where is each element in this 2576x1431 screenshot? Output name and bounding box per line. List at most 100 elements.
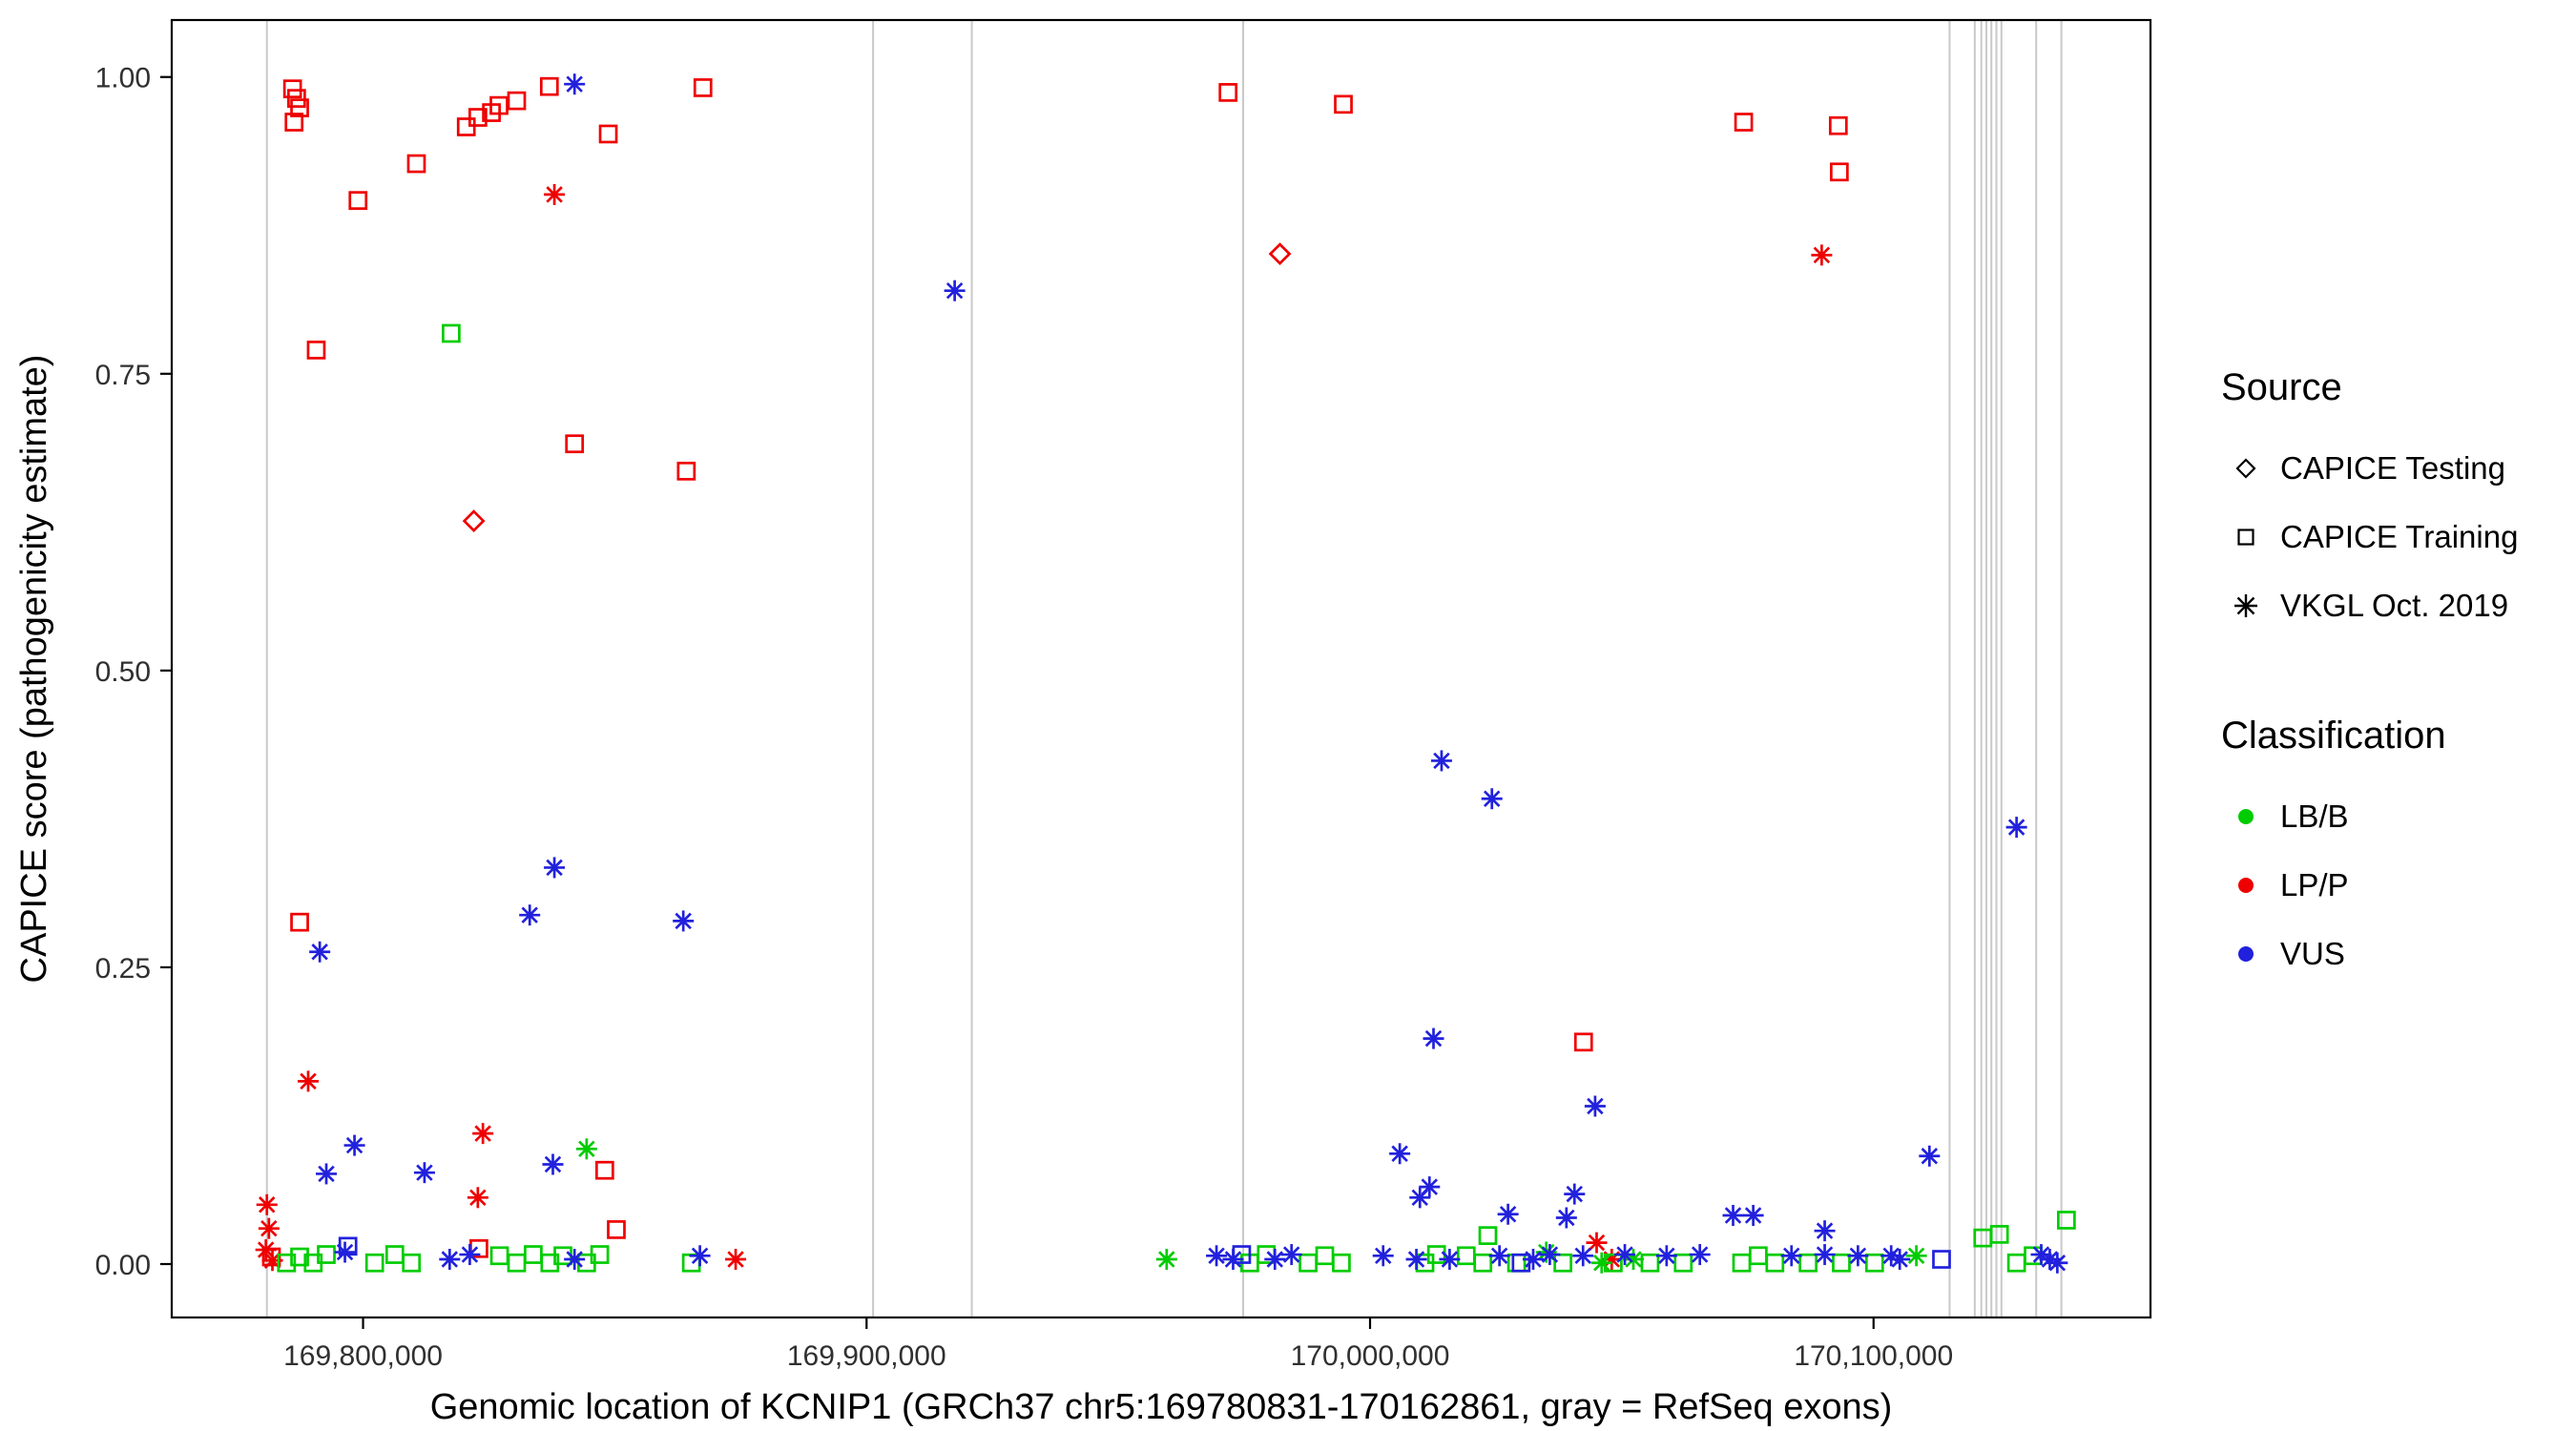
data-point xyxy=(406,154,426,174)
legend-title-classification: Classification xyxy=(2221,715,2446,757)
data-point xyxy=(1742,1204,1764,1226)
data-point xyxy=(442,323,461,343)
data-point xyxy=(1439,1249,1461,1271)
data-point xyxy=(725,1249,747,1271)
refseq-exon-lines xyxy=(265,20,2063,1317)
data-point xyxy=(590,1245,610,1264)
data-point xyxy=(467,1187,488,1209)
asterisk-icon xyxy=(2234,594,2257,617)
data-point xyxy=(2057,1211,2076,1230)
data-point xyxy=(489,95,509,115)
data-point xyxy=(1847,1245,1869,1267)
data-point xyxy=(519,904,541,926)
data-point xyxy=(1586,1232,1608,1254)
data-point xyxy=(343,1134,365,1156)
data-point xyxy=(261,1250,283,1272)
data-point xyxy=(1389,1143,1411,1165)
data-point xyxy=(489,1246,509,1266)
data-point xyxy=(1749,1246,1768,1266)
data-point xyxy=(287,89,306,108)
data-point xyxy=(309,941,331,963)
data-point xyxy=(258,1217,280,1239)
data-point xyxy=(462,509,486,532)
legend-item-capice-testing: CAPICE Testing xyxy=(2221,434,2565,503)
data-point xyxy=(1334,94,1353,114)
data-point xyxy=(459,1244,481,1266)
data-point xyxy=(334,1241,356,1263)
square-icon xyxy=(2237,529,2254,546)
y-tick-label: 0.75 xyxy=(95,360,151,391)
data-point xyxy=(575,1138,597,1160)
legend-item-label: LP/P xyxy=(2280,867,2349,902)
data-point xyxy=(544,857,566,879)
data-point xyxy=(338,1236,358,1256)
data-point xyxy=(1409,1187,1431,1209)
y-axis-title: CAPICE score (pathogenicity estimate) xyxy=(14,355,54,984)
data-point xyxy=(1332,1253,1351,1273)
data-point xyxy=(1564,1183,1586,1205)
data-point xyxy=(306,341,326,360)
data-point xyxy=(348,191,368,210)
data-point xyxy=(1232,1245,1252,1264)
data-point xyxy=(1722,1204,1744,1226)
axes: 169,800,000 169,900,000 170,000,000 170,100… xyxy=(95,18,2152,1372)
data-point xyxy=(1555,1207,1577,1229)
data-point xyxy=(1522,1249,1544,1271)
data-point xyxy=(364,1253,384,1273)
data-point xyxy=(298,1070,320,1092)
y-tick-label: 0.50 xyxy=(95,656,151,688)
data-point xyxy=(944,280,966,301)
data-point xyxy=(598,124,618,144)
data-point xyxy=(1473,1253,1493,1273)
data-point xyxy=(402,1253,422,1273)
data-point xyxy=(1780,1245,1802,1267)
data-points xyxy=(255,73,2076,1274)
data-point xyxy=(290,98,309,117)
data-point xyxy=(1640,1253,1660,1273)
data-point xyxy=(1539,1244,1561,1266)
legend-group-classification: Classification LB/B LP/P VUS xyxy=(2221,715,2565,988)
legend-item-label: VKGL Oct. 2019 xyxy=(2280,588,2509,623)
data-point xyxy=(607,1220,626,1239)
data-point xyxy=(1584,1095,1606,1117)
legend-item-label: LB/B xyxy=(2280,798,2349,834)
data-point xyxy=(507,91,527,111)
data-point xyxy=(1423,1027,1444,1049)
data-point xyxy=(1932,1250,1951,1269)
data-point xyxy=(1732,1253,1752,1273)
x-tick-label: 170,000,000 xyxy=(1291,1340,1450,1372)
data-point xyxy=(1553,1253,1572,1273)
data-point xyxy=(1405,1249,1427,1271)
data-point xyxy=(1572,1245,1594,1267)
data-point xyxy=(316,1163,338,1185)
data-point xyxy=(673,910,695,932)
data-point xyxy=(277,1253,297,1273)
data-point xyxy=(1614,1244,1636,1266)
data-point xyxy=(539,76,559,96)
data-point xyxy=(1811,244,1833,266)
y-tick-label: 0.25 xyxy=(95,953,151,985)
blue-dot-icon xyxy=(2238,946,2254,962)
data-point xyxy=(1689,1244,1711,1266)
data-point xyxy=(1573,1032,1593,1052)
data-point xyxy=(1264,1249,1286,1271)
data-point xyxy=(1511,1253,1531,1273)
data-point xyxy=(1828,115,1848,135)
data-point xyxy=(468,108,488,127)
x-tick-label: 169,900,000 xyxy=(787,1340,946,1372)
legend: Source CAPICE Testing CAPICE Training xyxy=(2221,366,2565,988)
data-point xyxy=(2046,1252,2068,1274)
legend-item-label: CAPICE Testing xyxy=(2280,450,2505,486)
data-point xyxy=(1481,788,1503,810)
y-tick-label: 0.00 xyxy=(95,1250,151,1281)
data-point xyxy=(439,1249,461,1271)
data-point xyxy=(472,1123,494,1145)
data-point xyxy=(1673,1253,1693,1273)
data-point xyxy=(1280,1244,1302,1266)
data-point xyxy=(1864,1253,1884,1273)
data-point xyxy=(676,461,696,481)
data-point xyxy=(1430,750,1452,772)
data-point xyxy=(1590,1252,1612,1274)
